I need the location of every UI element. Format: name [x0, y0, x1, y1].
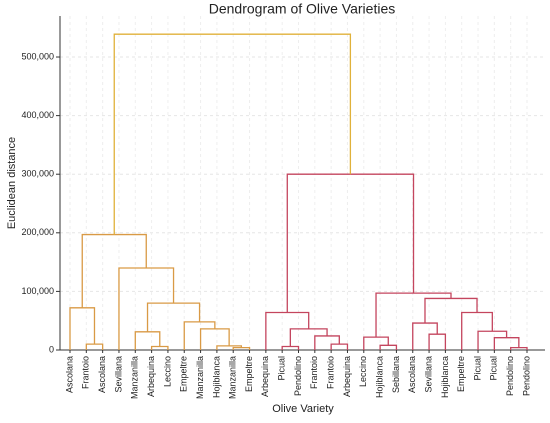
- leaf-label: Ascolana: [407, 356, 417, 393]
- dendrogram-link: [265, 311, 310, 350]
- leaf-label: Manzanilla: [195, 356, 205, 399]
- dendrogram-link: [113, 33, 352, 235]
- leaf-label: Ascolana: [64, 356, 74, 393]
- x-axis-label: Olive Variety: [272, 403, 334, 415]
- leaf-label: Hojiblanca: [211, 356, 221, 398]
- y-tick-label: 0: [49, 344, 54, 354]
- y-tick-label: 400,000: [21, 110, 54, 120]
- leaf-label: Empeltre: [244, 356, 254, 392]
- dendrogram-link: [69, 307, 96, 350]
- dendrogram-link: [183, 321, 216, 350]
- dendrogram-link: [85, 343, 104, 350]
- leaf-label: Pendolino: [505, 356, 515, 396]
- y-tick-label: 200,000: [21, 227, 54, 237]
- y-tick-label: 500,000: [21, 51, 54, 61]
- dendrogram-link: [150, 345, 169, 350]
- leaf-label: Picual: [472, 356, 482, 381]
- leaf-label: Arbequina: [260, 356, 270, 397]
- leaf-label: Arbequina: [146, 356, 156, 397]
- leaf-label: Ascolana: [97, 356, 107, 393]
- leaf-label: Hojiblanca: [440, 356, 450, 398]
- dendrogram-link: [424, 297, 478, 324]
- dendrogram-link: [286, 173, 415, 313]
- leaf-label: Frantoio: [81, 356, 91, 389]
- dendrogram-link: [428, 333, 447, 350]
- y-axis-label: Euclidean distance: [6, 137, 18, 229]
- dendrogram-link: [412, 322, 438, 350]
- dendrogram-link: [289, 328, 328, 347]
- dendrogram-link: [134, 331, 161, 350]
- leaf-label: Empeltre: [456, 356, 466, 392]
- leaf-label: Picual: [489, 356, 499, 381]
- leaf-label: Empeltre: [179, 356, 189, 392]
- leaf-label: Sevillana: [113, 356, 123, 393]
- chart-title: Dendrogram of Olive Varieties: [209, 1, 395, 17]
- leaf-label: Leccino: [358, 356, 368, 387]
- leaf-label: Sebillana: [391, 356, 401, 393]
- leaf-label: Sevillana: [423, 356, 433, 393]
- dendrogram-link: [493, 337, 520, 350]
- leaf-label: Manzanilla: [130, 356, 140, 399]
- dendrogram-link: [118, 267, 175, 350]
- leaf-label: Frantoio: [309, 356, 319, 389]
- dendrogram-link: [477, 330, 508, 350]
- leaf-label: Arbequina: [342, 356, 352, 397]
- leaf-label: Manzanilla: [228, 356, 238, 399]
- dendrogram-link: [330, 343, 349, 350]
- dendrogram-link: [314, 335, 340, 350]
- leaf-label: Frantoio: [326, 356, 336, 389]
- leaf-label: Leccino: [162, 356, 172, 387]
- leaf-label: Hojiblanca: [374, 356, 384, 398]
- y-tick-label: 100,000: [21, 286, 54, 296]
- dendrogram-link: [281, 345, 300, 350]
- dendrogram-link: [199, 328, 230, 350]
- dendrogram-link: [375, 292, 452, 338]
- dendrogram-link: [363, 336, 389, 350]
- dendrogram-link: [379, 344, 398, 350]
- leaf-label: Picual: [277, 356, 287, 381]
- leaf-label: Pendolino: [293, 356, 303, 396]
- y-tick-label: 300,000: [21, 169, 54, 179]
- dendrogram-link: [81, 233, 147, 308]
- dendrogram-link: [146, 302, 201, 332]
- leaf-label: Pendolino: [521, 356, 531, 396]
